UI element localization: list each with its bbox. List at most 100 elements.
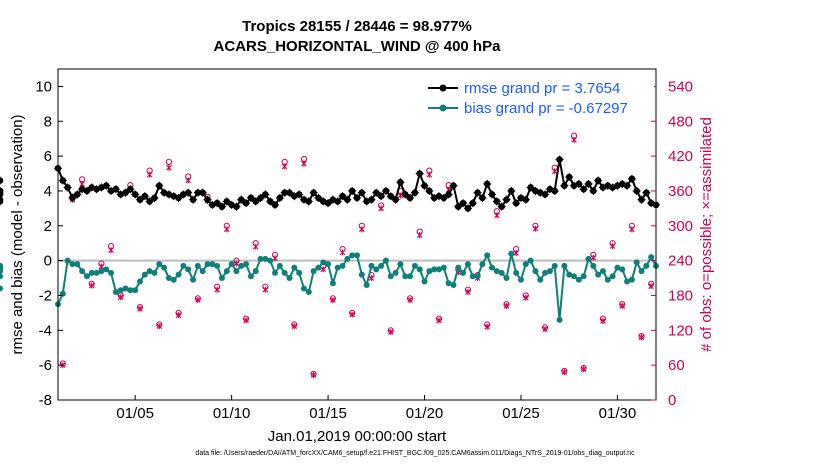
bias-point: [233, 268, 240, 275]
obs-assimilated-marker: [638, 334, 645, 341]
rmse-point: [213, 199, 222, 208]
bias-point: [112, 288, 119, 295]
bias-point: [460, 269, 467, 276]
obs-assimilated-marker: [214, 286, 220, 293]
bias-point: [103, 266, 110, 273]
rmse-point: [420, 181, 429, 190]
bias-point: [402, 273, 409, 280]
bias-point: [247, 273, 254, 280]
bias-point: [493, 268, 500, 275]
obs-assimilated-marker: [301, 160, 307, 167]
bias-point: [382, 257, 389, 264]
obs-assimilated-marker: [156, 323, 163, 330]
bias-point: [643, 262, 650, 269]
bias-point: [373, 266, 380, 273]
bias-point: [117, 287, 124, 294]
rmse-point: [541, 190, 550, 199]
rmse-point: [121, 188, 130, 197]
rmse-point: [632, 186, 641, 195]
y-right-tick-label: 120: [668, 322, 693, 339]
bias-point: [79, 268, 86, 275]
bias-point: [175, 271, 182, 278]
bias-point: [513, 269, 520, 276]
y-right-tick-label: 300: [668, 218, 693, 235]
y-left-tick-label: -6: [39, 357, 52, 374]
bias-point: [575, 276, 582, 283]
rmse-point: [459, 199, 468, 208]
bias-point: [88, 269, 95, 276]
rmse-point: [275, 193, 284, 202]
bias-point: [281, 269, 288, 276]
rmse-point: [58, 176, 67, 185]
bias-point: [194, 262, 201, 269]
rmse-point: [0, 176, 4, 185]
bias-point: [320, 259, 327, 266]
bias-point: [638, 268, 645, 275]
rmse-point: [579, 185, 588, 194]
rmse-point: [560, 181, 569, 190]
data-file-footnote: data file: /Users/raeder/DAI/ATM_forcXX/…: [195, 450, 635, 457]
bias-point: [305, 288, 312, 295]
bias-point: [633, 259, 640, 266]
bias-point: [392, 269, 399, 276]
bias-point: [363, 282, 370, 289]
obs-assimilated-marker: [349, 311, 355, 318]
bias-point: [199, 268, 206, 275]
rmse-point: [0, 190, 4, 199]
bias-point: [628, 276, 635, 283]
bias-point: [151, 269, 158, 276]
obs-assimilated-marker: [252, 243, 259, 250]
bias-point: [257, 255, 264, 262]
rmse-point: [473, 188, 482, 197]
chart-title: Tropics 28155 / 28446 = 98.977%: [242, 18, 472, 35]
bias-point: [185, 266, 192, 273]
bias-point: [527, 257, 534, 264]
legend-item-rmse: rmse grand pr = 3.7654: [428, 78, 620, 98]
rmse-point: [309, 188, 318, 197]
y-left-tick-label: -4: [39, 322, 52, 339]
bias-point: [358, 271, 365, 278]
rmse-point: [468, 199, 477, 208]
bias-point: [546, 268, 553, 275]
rmse-point: [338, 192, 347, 201]
x-tick-label: 01/10: [213, 405, 251, 422]
y-right-tick-label: 540: [668, 78, 693, 95]
rmse-point: [353, 193, 361, 202]
rmse-point: [126, 185, 135, 194]
rmse-point: [0, 197, 4, 206]
legend-line-bias-icon: [428, 104, 458, 112]
rmse-point: [565, 173, 574, 182]
bias-point: [368, 262, 375, 269]
rmse-point: [425, 186, 434, 195]
rmse-point: [555, 155, 564, 164]
obs-assimilated-marker: [503, 302, 510, 309]
rmse-point: [256, 193, 265, 202]
rmse-point: [497, 202, 506, 211]
bias-point: [165, 275, 172, 282]
bias-point: [609, 273, 616, 280]
obs-assimilated-marker: [513, 250, 519, 257]
bias-point: [484, 252, 491, 259]
rmse-point-dot: [0, 177, 4, 184]
rmse-point: [266, 197, 275, 206]
bias-point: [517, 276, 524, 283]
chart-subtitle: ACARS_HORIZONTAL_WIND @ 400 hPa: [213, 38, 501, 55]
obs-assimilated-marker: [146, 171, 153, 178]
bias-point: [411, 262, 418, 269]
bias-point: [450, 282, 457, 289]
obs-assimilated-marker: [494, 212, 500, 219]
obs-assimilated-marker: [330, 297, 336, 304]
rmse-point: [63, 183, 72, 192]
rmse-point: [642, 188, 651, 197]
rmse-point: [222, 197, 231, 206]
rmse-point: [198, 188, 207, 197]
obs-assimilated-marker: [137, 305, 143, 312]
bias-point: [339, 262, 346, 269]
rmse-point: [155, 181, 164, 190]
obs-assimilated-marker: [551, 168, 558, 175]
bias-point: [238, 262, 245, 269]
obs-assimilated-marker: [88, 282, 95, 289]
bias-point: [300, 285, 307, 292]
bias-point: [262, 255, 269, 262]
obs-assimilated-marker: [426, 171, 433, 178]
